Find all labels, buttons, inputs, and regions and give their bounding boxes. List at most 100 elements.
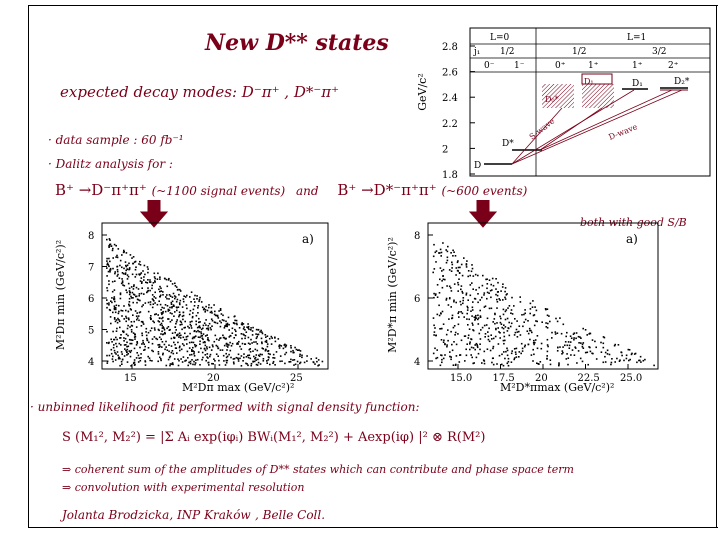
dl-event-point <box>109 260 111 263</box>
dl-ytick-label: 7 <box>88 263 94 274</box>
dl-event-point <box>152 282 155 284</box>
dl-event-point <box>227 316 230 319</box>
dr-event-point <box>451 267 453 269</box>
dl-event-point <box>112 360 114 363</box>
dl-event-point <box>130 309 132 311</box>
dr-event-point <box>582 347 585 349</box>
dl-event-point <box>223 327 226 329</box>
dl-event-point <box>249 357 252 360</box>
dr-event-point <box>573 338 575 341</box>
dr-event-point <box>546 338 549 341</box>
dl-event-point <box>175 300 178 303</box>
dl-event-point <box>153 336 156 338</box>
dr-event-point <box>584 351 587 354</box>
dl-event-point <box>134 333 136 336</box>
dr-event-point <box>487 335 490 338</box>
dl-event-point <box>257 329 260 331</box>
dl-event-point <box>139 264 142 266</box>
dl-event-point <box>130 297 133 299</box>
dl-event-point <box>255 328 258 331</box>
dl-event-point <box>210 328 212 331</box>
dr-event-point <box>465 292 468 295</box>
dl-event-point <box>140 320 143 323</box>
dl-event-point <box>248 348 251 351</box>
dl-event-point <box>246 354 249 357</box>
dl-event-point <box>178 346 181 349</box>
dl-event-point <box>168 294 171 296</box>
dl-event-point <box>124 273 127 275</box>
dl-event-point <box>255 354 258 356</box>
dl-event-point <box>117 357 120 360</box>
dr-event-point <box>533 314 536 316</box>
dr-event-point <box>472 275 475 277</box>
dr-event-point <box>566 344 569 347</box>
dl-event-point <box>200 335 203 337</box>
dl-event-point <box>170 337 173 340</box>
dl-event-point <box>185 359 187 362</box>
dr-event-point <box>436 313 439 316</box>
dl-event-point <box>157 360 159 363</box>
dr-event-point <box>505 294 508 296</box>
dr-event-point <box>453 300 455 303</box>
dl-event-point <box>218 339 220 341</box>
dr-event-point <box>491 361 493 364</box>
dl-event-point <box>192 363 194 366</box>
dl-event-point <box>205 359 207 362</box>
dr-event-point <box>448 269 451 271</box>
dr-event-point <box>507 357 510 360</box>
dl-event-point <box>215 314 217 317</box>
dl-event-point <box>159 324 162 326</box>
dl-event-point <box>190 291 193 293</box>
dr-event-point <box>573 332 576 334</box>
dl-event-point <box>117 312 120 315</box>
dr-event-point <box>432 271 434 274</box>
dl-event-point <box>217 317 220 319</box>
dr-event-point <box>510 352 513 355</box>
dl-event-point <box>171 300 174 303</box>
dl-event-point <box>128 338 131 341</box>
dl-event-point <box>158 346 160 348</box>
dr-event-point <box>576 362 578 364</box>
dl-event-point <box>264 348 267 351</box>
dl-event-point <box>136 342 139 344</box>
dl-event-point <box>110 322 112 325</box>
dr-event-point <box>539 361 542 363</box>
dl-event-point <box>114 280 116 282</box>
dl-event-point <box>314 363 316 365</box>
dl-event-point <box>128 287 131 290</box>
dl-event-point <box>260 329 262 332</box>
dr-event-point <box>510 361 513 363</box>
dr-event-point <box>447 245 449 248</box>
dr-event-point <box>479 338 482 340</box>
dr-event-point <box>477 323 480 325</box>
dl-event-point <box>142 321 144 324</box>
dl-event-point <box>284 343 286 346</box>
dr-event-point <box>470 346 473 349</box>
dr-event-point <box>474 348 476 351</box>
dl-event-point <box>250 338 252 341</box>
dr-event-point <box>434 347 436 350</box>
dl-event-point <box>149 279 151 281</box>
dl-event-point <box>116 270 119 273</box>
dl-event-point <box>143 264 146 267</box>
dr-event-point <box>462 302 464 305</box>
dl-event-point <box>106 287 108 289</box>
dl-event-point <box>153 321 155 324</box>
dl-event-point <box>250 329 252 331</box>
dl-event-point <box>106 289 109 292</box>
level-d1-broad-band <box>582 84 614 108</box>
dl-event-point <box>223 344 226 347</box>
dr-event-point <box>573 354 576 356</box>
dl-event-point <box>116 345 118 348</box>
dl-event-point <box>181 315 184 318</box>
dl-event-point <box>128 350 131 352</box>
level-state-dstar: D* <box>502 139 514 149</box>
dr-event-point <box>452 255 454 257</box>
dl-event-point <box>157 353 160 355</box>
dl-event-point <box>164 310 167 313</box>
dr-event-point <box>472 301 474 303</box>
dr-event-point <box>533 353 535 356</box>
dr-event-point <box>433 324 435 327</box>
dr-event-point <box>498 354 501 357</box>
dl-event-point <box>163 327 165 329</box>
